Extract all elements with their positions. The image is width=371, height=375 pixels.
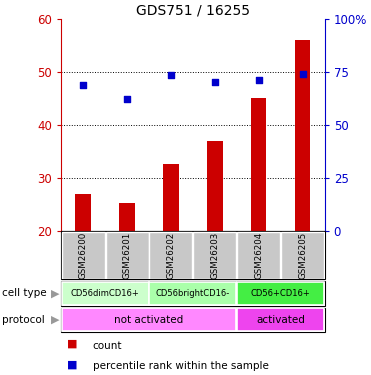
Text: count: count (93, 340, 122, 351)
Text: GSM26200: GSM26200 (79, 232, 88, 279)
Title: GDS751 / 16255: GDS751 / 16255 (136, 4, 250, 18)
FancyBboxPatch shape (62, 282, 148, 304)
Point (80, 82, 86, 88)
Text: not activated: not activated (114, 315, 184, 325)
Text: activated: activated (256, 315, 305, 325)
Point (212, 79, 218, 85)
FancyBboxPatch shape (150, 282, 236, 304)
Text: percentile rank within the sample: percentile rank within the sample (93, 361, 269, 371)
FancyBboxPatch shape (106, 232, 148, 279)
FancyBboxPatch shape (61, 281, 325, 306)
Bar (251, 98, 266, 231)
Point (168, 72, 174, 78)
Bar (163, 164, 179, 231)
FancyBboxPatch shape (62, 232, 105, 279)
Text: ■: ■ (67, 339, 77, 349)
Point (256, 76, 262, 82)
Text: cell type: cell type (2, 288, 46, 298)
Text: ▶: ▶ (51, 288, 59, 298)
FancyBboxPatch shape (61, 308, 325, 332)
Text: GSM26201: GSM26201 (122, 232, 132, 279)
Text: CD56+CD16+: CD56+CD16+ (251, 289, 311, 298)
Text: ■: ■ (67, 359, 77, 369)
FancyBboxPatch shape (237, 309, 324, 331)
Bar (119, 202, 135, 231)
Bar (75, 194, 91, 231)
FancyBboxPatch shape (150, 232, 193, 279)
Text: protocol: protocol (2, 315, 45, 325)
Text: GSM26204: GSM26204 (254, 232, 263, 279)
FancyBboxPatch shape (237, 232, 280, 279)
Point (300, 71, 306, 77)
FancyBboxPatch shape (62, 309, 236, 331)
Text: GSM26203: GSM26203 (210, 232, 219, 279)
FancyBboxPatch shape (237, 282, 324, 304)
FancyBboxPatch shape (193, 232, 236, 279)
Point (124, 96, 130, 102)
Text: ▶: ▶ (51, 315, 59, 325)
Bar (207, 141, 223, 231)
Text: GSM26205: GSM26205 (298, 232, 307, 279)
FancyBboxPatch shape (281, 232, 324, 279)
Text: CD56brightCD16-: CD56brightCD16- (156, 289, 230, 298)
FancyBboxPatch shape (61, 231, 325, 279)
Text: GSM26202: GSM26202 (167, 232, 175, 279)
Bar (295, 40, 311, 231)
Text: CD56dimCD16+: CD56dimCD16+ (71, 289, 139, 298)
